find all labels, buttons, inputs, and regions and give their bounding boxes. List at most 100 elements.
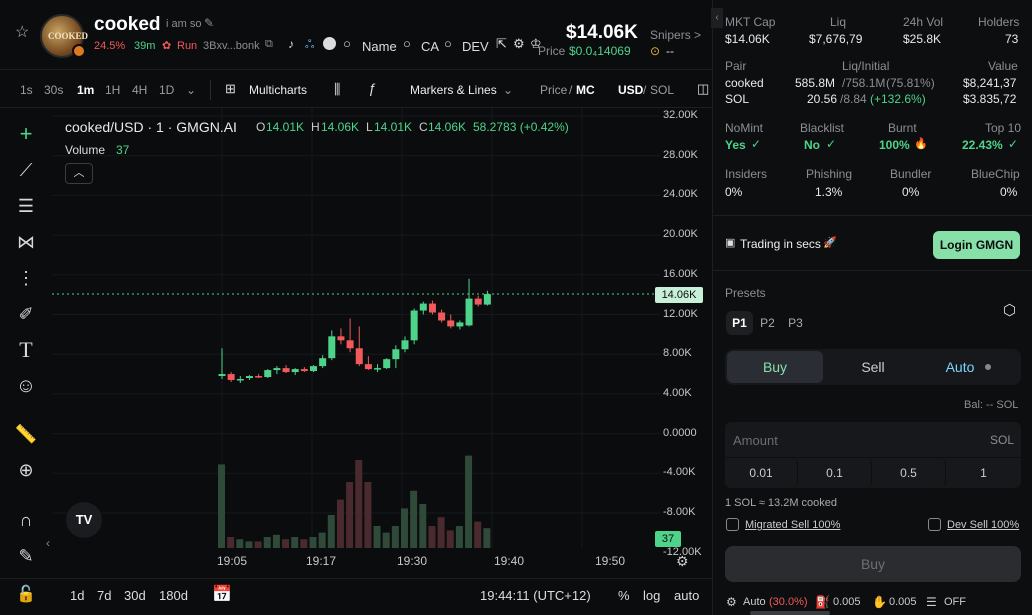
preset-p3[interactable]: P3 [788, 316, 803, 330]
add-chart-icon[interactable]: ⊞ [225, 81, 236, 96]
fib-icon[interactable]: ⋮ [17, 267, 35, 288]
migrated-sell-checkbox[interactable] [726, 518, 739, 531]
scroll-indicator[interactable] [750, 611, 830, 615]
quick-amount-01[interactable]: 0.1 [798, 458, 872, 488]
interval-4h[interactable]: 4H [132, 83, 148, 97]
priority-fee-value[interactable]: 0.005 [833, 596, 861, 608]
date-range-icon[interactable]: 📅 [212, 586, 232, 603]
dev-sell-label[interactable]: Dev Sell 100% [947, 519, 1020, 531]
camera-icon[interactable]: ◫ [697, 81, 710, 96]
emoji-icon[interactable]: ☺ [15, 374, 37, 397]
chevron-down-icon[interactable]: ⌄ [186, 83, 197, 97]
ohlc-open-label: O [256, 120, 266, 134]
price-toggle[interactable]: Price [540, 83, 568, 97]
time-axis-tick: 19:50 [595, 554, 626, 568]
chart-settings-icon[interactable]: ⚙ [676, 553, 689, 569]
auto-slippage-label[interactable]: Auto [743, 596, 766, 608]
time-axis-tick: 19:30 [397, 554, 428, 568]
auto-tab[interactable]: Auto [945, 359, 975, 375]
chevron-down-icon[interactable]: ⌄ [503, 83, 514, 97]
quick-amount-001[interactable]: 0.01 [725, 458, 798, 488]
twitter-search-icon[interactable] [323, 37, 336, 50]
edit-icon[interactable]: ✎ [204, 16, 215, 30]
pair-change: (+132.6%) [870, 92, 926, 106]
interval-1s[interactable]: 1s [20, 83, 33, 97]
quick-amount-05[interactable]: 0.5 [872, 458, 946, 488]
log-toggle[interactable]: log [643, 588, 661, 603]
price-axis-tick: 24.00K [663, 188, 698, 201]
tiktok-icon[interactable]: ♪ [288, 37, 294, 51]
percent-toggle[interactable]: % [618, 588, 630, 603]
dev-sell-checkbox[interactable] [928, 518, 941, 531]
horizontal-lines-icon[interactable]: ☰ [17, 195, 35, 216]
tradingview-logo[interactable]: TV [66, 502, 102, 538]
collapse-legend-button[interactable]: ︿ [65, 163, 93, 184]
text-tool-icon[interactable]: T [19, 337, 33, 362]
ruler-icon[interactable]: 📏 [14, 423, 38, 444]
migrated-sell-label[interactable]: Migrated Sell 100% [745, 519, 841, 531]
collapse-toolbar-icon[interactable]: ‹ [46, 536, 50, 550]
platform-badge-icon [72, 44, 86, 58]
interval-1d[interactable]: 1D [159, 83, 175, 97]
amount-field[interactable] [725, 422, 1021, 488]
quick-amount-divider [725, 457, 1021, 458]
interval-1m[interactable]: 1m [77, 83, 95, 97]
unlock-icon[interactable]: 🔓 [16, 586, 36, 603]
share-icon[interactable]: ⇱ [496, 36, 507, 51]
search-dev-link[interactable]: DEV [462, 39, 489, 54]
community-icon[interactable]: ஃ [305, 37, 315, 51]
quick-amount-1[interactable]: 1 [980, 466, 987, 480]
indicators-icon[interactable]: ƒ [368, 80, 376, 96]
buy-button[interactable]: Buy [725, 546, 1021, 582]
preset-p1[interactable]: P1 [726, 311, 753, 335]
sol-toggle[interactable]: SOL [650, 83, 675, 97]
candles-icon[interactable]: ⫼ [334, 81, 341, 97]
current-price-tag: 14.06K [655, 287, 703, 303]
tip-value[interactable]: 0.005 [889, 596, 917, 608]
token-address[interactable]: 3Bxv...bonk [203, 40, 260, 52]
range-1d[interactable]: 1d [70, 588, 85, 603]
clock-readout[interactable]: 19:44:11 (UTC+12) [480, 588, 591, 603]
search-ca-link[interactable]: CA [421, 39, 440, 54]
magnet-icon[interactable]: ∩ [19, 509, 33, 530]
zoom-in-icon[interactable]: ⊕ [18, 459, 34, 480]
copy-icon[interactable]: ⧉ [265, 38, 273, 50]
search-dev-icon[interactable]: ○ [444, 36, 452, 51]
sell-tab[interactable]: Sell [861, 359, 885, 375]
range-180d[interactable]: 180d [159, 588, 188, 603]
candle-body [465, 298, 473, 326]
candle-body [319, 358, 327, 367]
range-30d[interactable]: 30d [124, 588, 146, 603]
amount-input[interactable]: Amount [733, 433, 778, 448]
markers-lines-dropdown[interactable]: Markers & Lines [410, 83, 497, 97]
price-chart[interactable] [52, 108, 712, 548]
pencil-lock-icon[interactable]: ✎ [18, 545, 34, 566]
brush-icon[interactable]: ✐ [18, 303, 34, 324]
candle-body [474, 298, 482, 305]
preset-p2[interactable]: P2 [760, 316, 775, 330]
range-7d[interactable]: 7d [97, 588, 112, 603]
crosshair-icon[interactable]: + [19, 121, 33, 146]
preset-settings-icon[interactable]: ⬡ [1003, 302, 1017, 319]
collapse-panel-button[interactable]: ‹ [711, 8, 723, 28]
search-name-icon[interactable]: ○ [343, 36, 351, 51]
calendar-icon: ▣ [725, 237, 736, 249]
mc-toggle[interactable]: MC [576, 83, 595, 97]
settings-icon[interactable]: ⚙ [513, 36, 525, 51]
crown-icon[interactable]: ♔ [530, 36, 542, 51]
auto-toggle[interactable]: auto [674, 588, 700, 603]
pattern-icon[interactable]: ⋈ [17, 231, 35, 252]
snipers-link[interactable]: Snipers > [650, 28, 702, 42]
search-ca-icon[interactable]: ○ [403, 36, 411, 51]
candle-body [374, 368, 382, 370]
search-name-link[interactable]: Name [362, 39, 397, 54]
interval-30s[interactable]: 30s [44, 83, 64, 97]
mev-status[interactable]: OFF [944, 596, 966, 608]
interval-1h[interactable]: 1H [105, 83, 121, 97]
usd-toggle[interactable]: USD [618, 83, 644, 97]
trend-line-icon[interactable]: ⟋ [19, 159, 33, 180]
multicharts-button[interactable]: Multicharts [249, 83, 308, 97]
login-button[interactable]: Login GMGN [933, 231, 1020, 259]
buy-tab[interactable]: Buy [727, 351, 823, 383]
star-icon[interactable]: ☆ [15, 24, 30, 41]
